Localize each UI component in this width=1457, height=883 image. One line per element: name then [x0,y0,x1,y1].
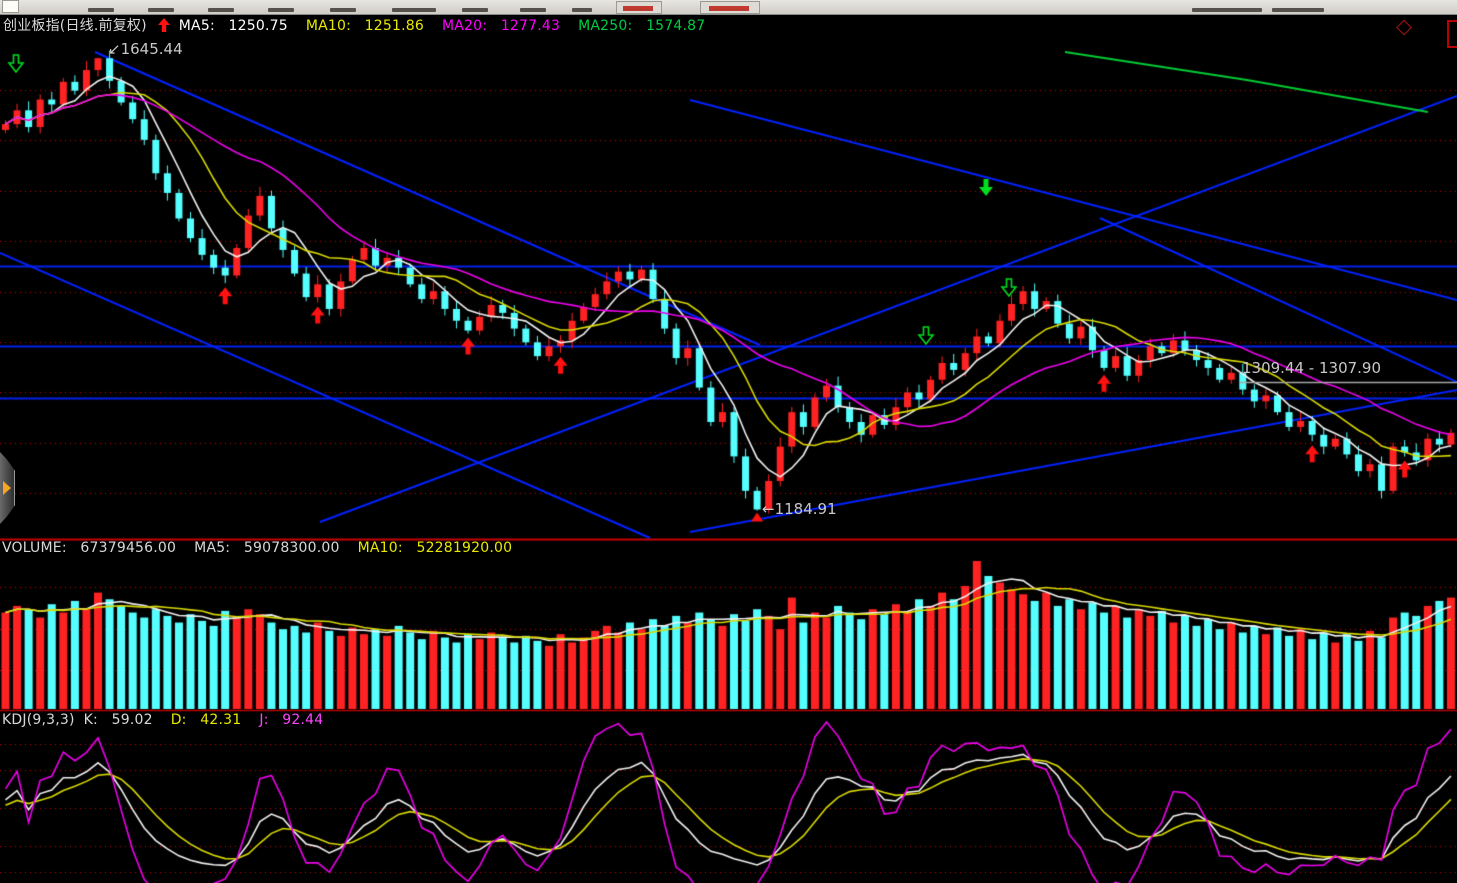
document-icon[interactable] [2,0,19,13]
menu-item-fragment[interactable] [392,8,436,12]
volume-value-label: VOLUME: 67379456.00 [2,540,177,556]
low-price-label: ←1184.91 [762,500,837,518]
sidebar-flyout-handle[interactable] [0,452,15,524]
menu-item-fragment[interactable] [330,8,356,12]
kdj-d-label: D: 42.31 [170,712,242,728]
ma10-label: MA10: 1251.86 [305,18,424,34]
high-price-label: ↙1645.44 [108,40,183,58]
diamond-icon[interactable]: ◇ [1396,14,1413,38]
ma5-label: MA5: 1250.75 [178,18,288,34]
kdj-header: KDJ(9,3,3) K: 59.02 D: 42.31 J: 92.44 [2,712,341,728]
volume-ma10-label: MA10: 52281920.00 [357,540,513,556]
menu-item-fragment[interactable] [88,8,114,12]
menu-item-fragment[interactable] [462,8,488,12]
menu-item-fragment[interactable] [520,8,546,12]
menubar-clipped[interactable] [0,0,1457,15]
expand-right-icon [3,481,11,495]
ma250-label: MA250: 1574.87 [578,18,706,34]
up-arrow-icon [157,18,170,36]
ma20-label: MA20: 1277.43 [441,18,561,34]
main-chart-header: 创业板指(日线.前复权) MA5: 1250.75 MA10: 1251.86 MA2… [3,15,723,36]
ruler-range-label: 1309.44 - 1307.90 [1242,359,1382,377]
volume-header: VOLUME: 67379456.00 MA5: 59078300.00 MA10:… [2,540,530,556]
menu-item-fragment[interactable] [572,8,592,12]
quote-box[interactable] [616,1,662,14]
kdj-title: KDJ(9,3,3) [2,712,75,728]
menu-item-fragment[interactable] [268,8,294,12]
symbol-title: 创业板指(日线.前复权) [3,18,147,34]
kdj-j-label: J: 92.44 [259,712,324,728]
down-left-arrow-icon: ↙ [108,40,121,58]
menu-item-fragment[interactable] [208,8,234,12]
menu-item-fragment[interactable] [148,8,174,12]
status-fragment [1192,8,1262,12]
left-arrow-icon: ← [762,500,775,518]
partial-square-icon[interactable] [1447,20,1457,48]
status-fragment [1272,8,1324,12]
quote-box[interactable] [700,1,760,14]
kdj-k-label: K: 59.02 [83,712,153,728]
volume-ma5-label: MA5: 59078300.00 [194,540,340,556]
